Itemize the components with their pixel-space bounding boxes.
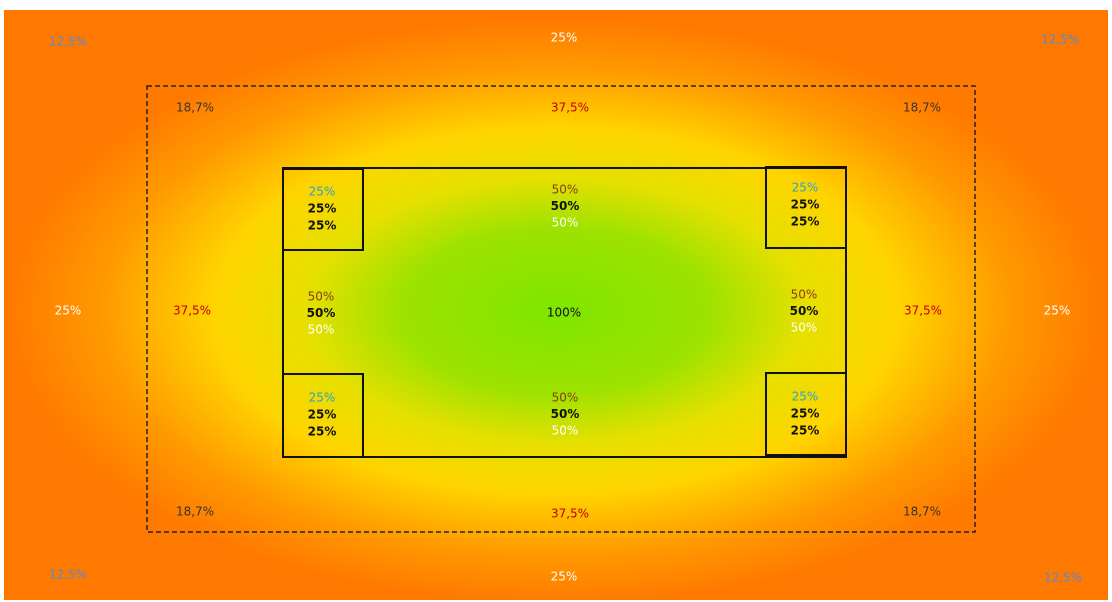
outer-label: 25% — [551, 31, 578, 45]
corner-label: 25% — [791, 424, 820, 438]
corner-label: 25% — [791, 215, 820, 229]
corner-label: 25% — [309, 185, 336, 199]
corner-label: 25% — [309, 391, 336, 405]
edge-label: 50% — [552, 391, 579, 405]
edge-label: 50% — [552, 183, 579, 197]
edge-label: 50% — [551, 407, 580, 421]
outer-label: 25% — [55, 304, 82, 318]
edge-label: 50% — [551, 199, 580, 213]
outer-label: 25% — [1044, 304, 1071, 318]
center-label: 100% — [547, 306, 581, 320]
middle-label: 18,7% — [176, 505, 214, 519]
corner-label: 25% — [792, 390, 819, 404]
corner-label: 25% — [308, 408, 337, 422]
edge-label: 50% — [791, 321, 818, 335]
edge-label: 50% — [790, 304, 819, 318]
middle-label: 18,7% — [903, 101, 941, 115]
middle-label: 37,5% — [173, 304, 211, 318]
outer-label: 12,5% — [49, 568, 87, 582]
corner-box — [282, 373, 364, 458]
corner-label: 25% — [791, 407, 820, 421]
middle-label: 37,5% — [551, 101, 589, 115]
dashed-zone — [146, 85, 976, 533]
corner-label: 25% — [792, 181, 819, 195]
outer-label: 12,5% — [1041, 33, 1079, 47]
edge-label: 50% — [552, 424, 579, 438]
corner-label: 25% — [791, 198, 820, 212]
middle-label: 18,7% — [176, 101, 214, 115]
corner-label: 25% — [308, 425, 337, 439]
edge-label: 50% — [307, 306, 336, 320]
corner-box — [765, 166, 847, 249]
edge-label: 50% — [791, 288, 818, 302]
corner-label: 25% — [308, 219, 337, 233]
outer-label: 12,5% — [49, 35, 87, 49]
edge-label: 50% — [308, 290, 335, 304]
inner-zone — [282, 167, 847, 458]
middle-label: 37,5% — [904, 304, 942, 318]
middle-label: 18,7% — [903, 505, 941, 519]
outer-label: 25% — [551, 570, 578, 584]
corner-box — [282, 168, 364, 251]
middle-label: 37,5% — [551, 507, 589, 521]
edge-label: 50% — [308, 323, 335, 337]
heat-background — [4, 10, 1108, 600]
corner-box — [765, 372, 847, 456]
outer-label: 12,5% — [1044, 571, 1082, 585]
edge-label: 50% — [552, 216, 579, 230]
corner-label: 25% — [308, 202, 337, 216]
